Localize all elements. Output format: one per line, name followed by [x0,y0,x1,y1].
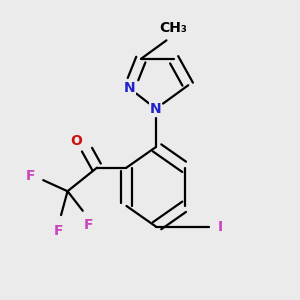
Text: N: N [124,81,135,95]
Text: N: N [150,102,162,116]
Text: F: F [26,169,35,184]
Text: F: F [54,224,64,238]
Text: O: O [70,134,82,148]
Text: F: F [83,218,93,232]
Text: CH₃: CH₃ [160,21,188,35]
Text: I: I [218,220,223,234]
